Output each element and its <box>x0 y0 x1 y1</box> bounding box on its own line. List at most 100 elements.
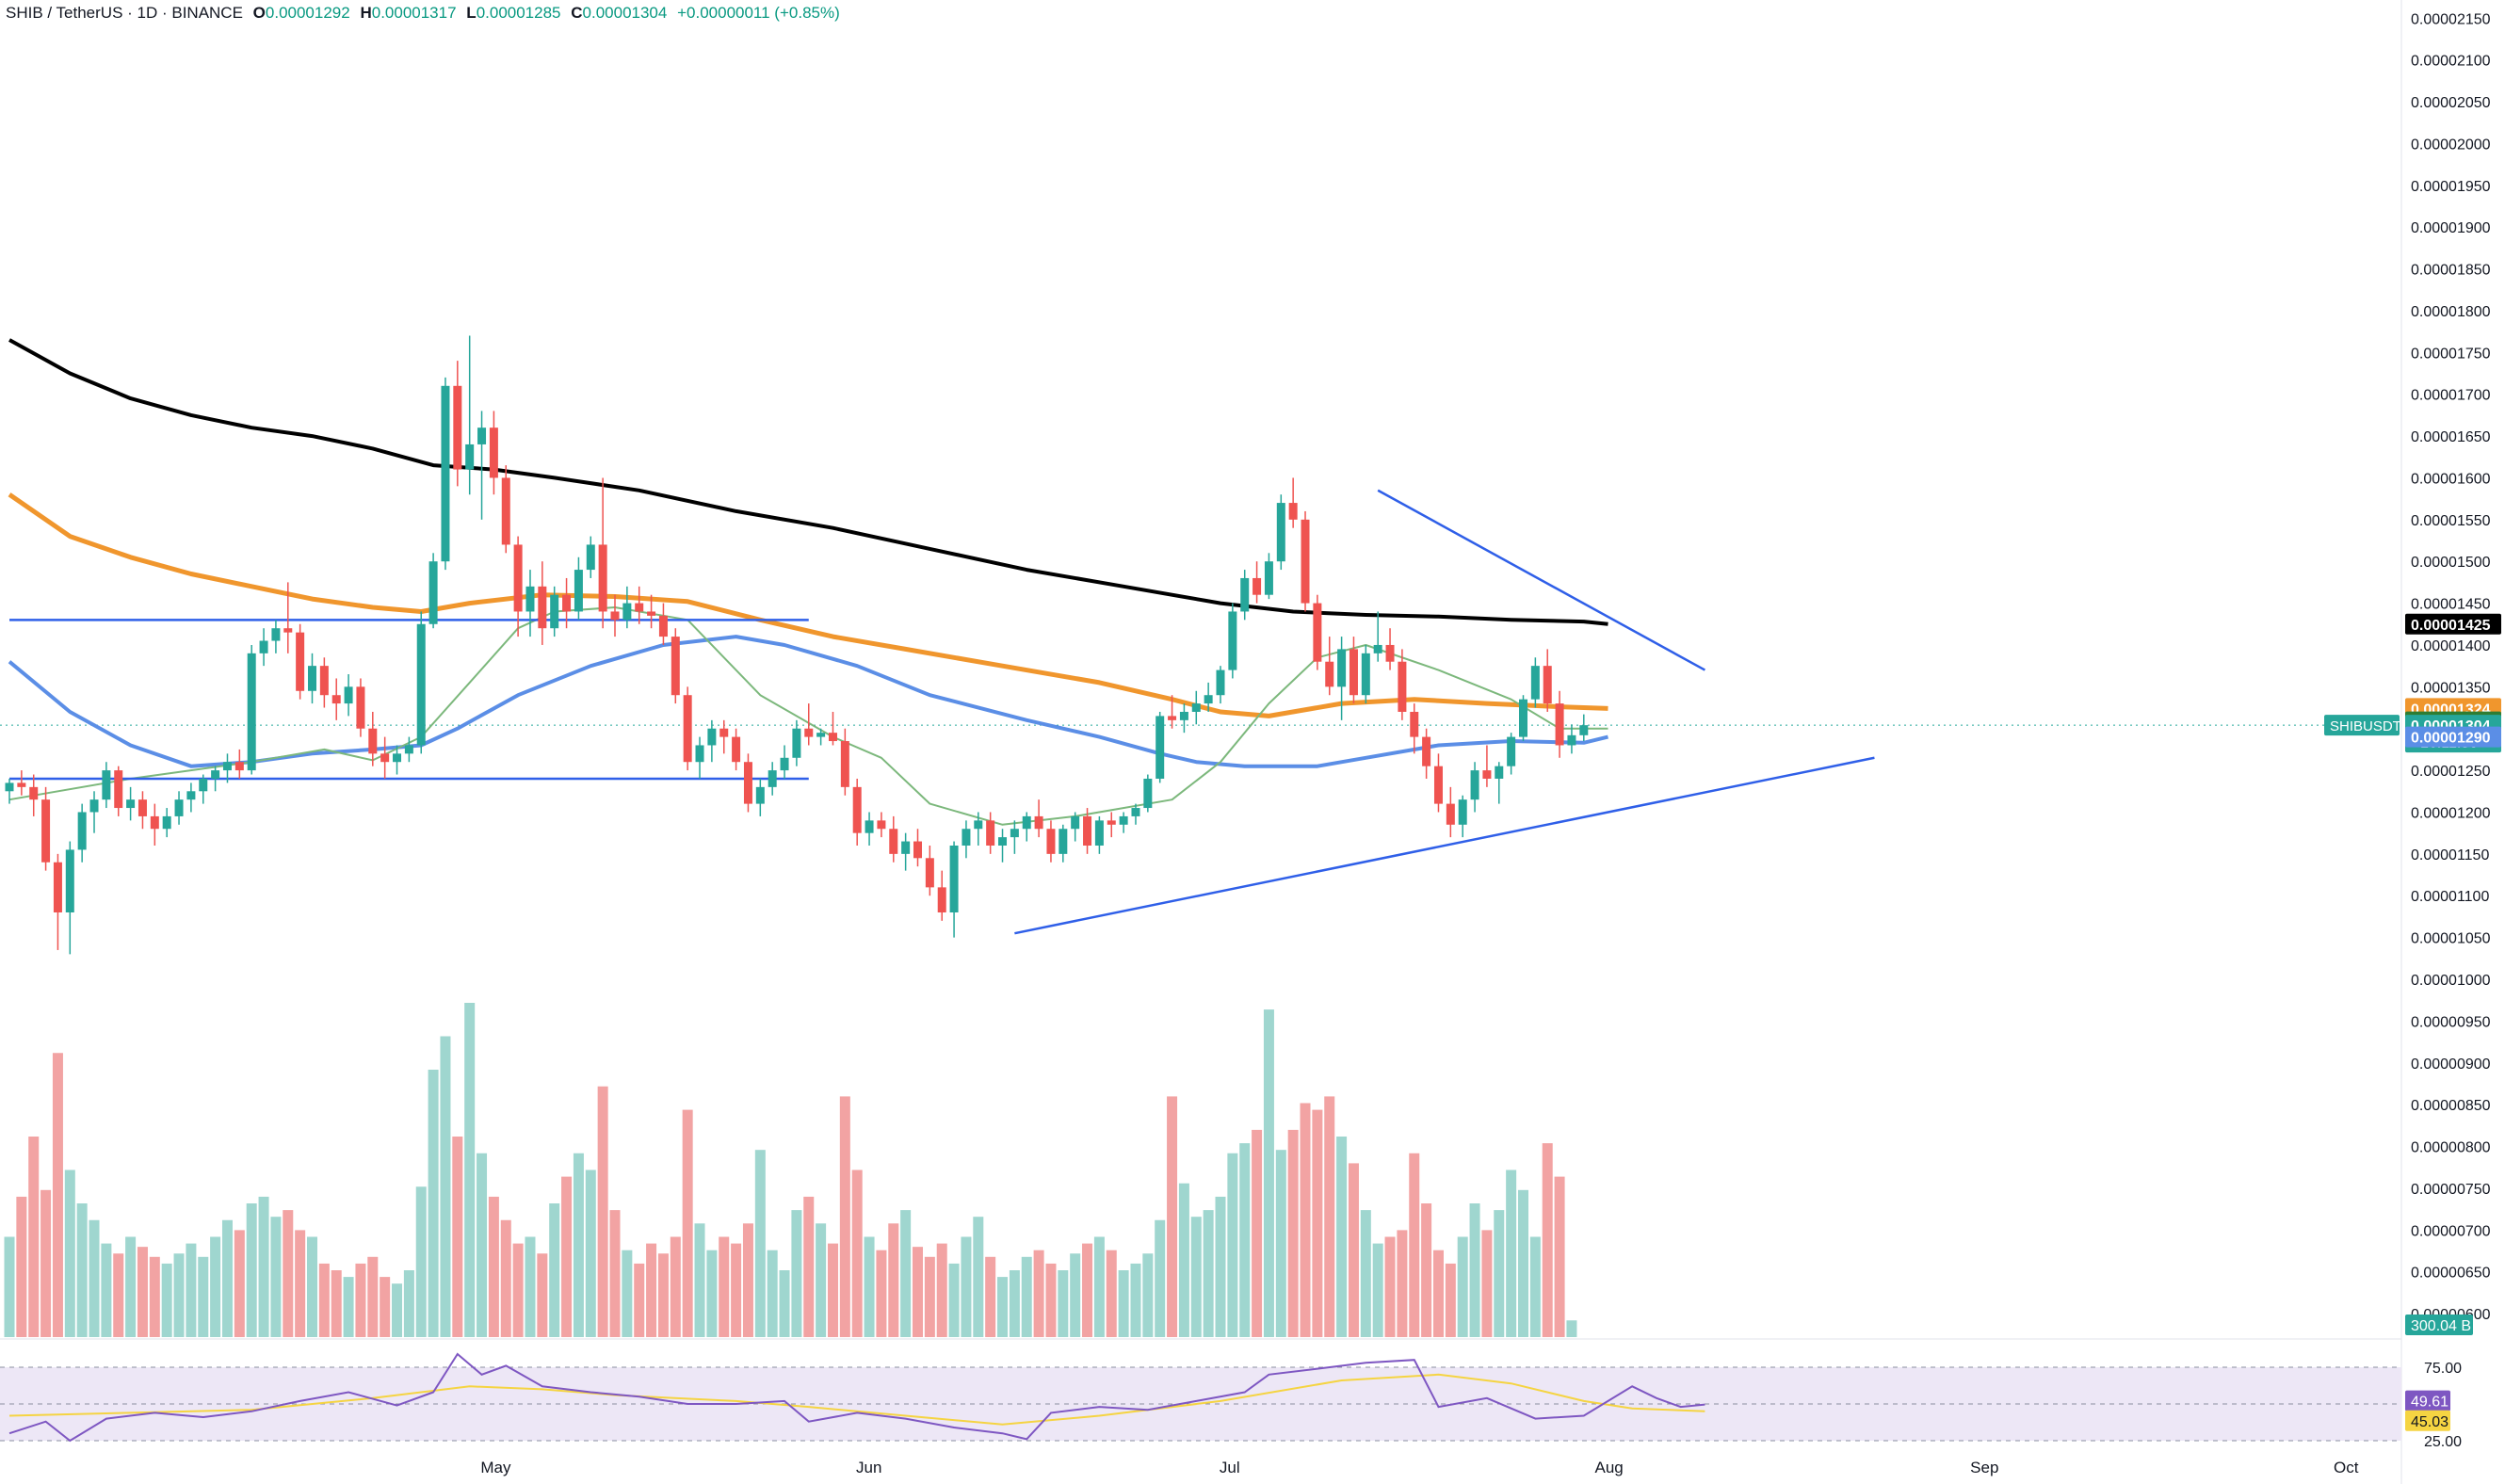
volume-bar <box>985 1256 996 1337</box>
candle-body <box>865 820 874 833</box>
candle-body <box>477 427 487 444</box>
candle-body <box>974 820 983 830</box>
price-tick-label: 0.00001500 <box>2411 555 2491 571</box>
candle-body <box>1094 820 1104 846</box>
candle-body <box>380 753 390 763</box>
candle-body <box>1422 736 1431 766</box>
volume-bar <box>779 1270 790 1337</box>
volume-bar <box>40 1189 52 1337</box>
time-axis[interactable]: May Jun Jul Aug Sep Oct <box>480 1459 2358 1476</box>
volume-bar <box>1227 1153 1238 1337</box>
rsi-value-badge <box>2405 1390 2450 1411</box>
candle-body <box>1276 503 1285 562</box>
rsi-value-label: 45.03 <box>2411 1414 2448 1430</box>
candle-body <box>1228 611 1237 670</box>
price-tick-label: 0.00001800 <box>2411 304 2491 320</box>
volume-bar <box>500 1219 511 1337</box>
volume-bar <box>634 1263 645 1337</box>
volume-bar <box>186 1243 197 1337</box>
volume-bar <box>742 1223 753 1337</box>
candle-body <box>683 695 692 763</box>
candle-body <box>1433 766 1443 804</box>
price-axis[interactable]: 0.00002150 0.00002100 0.00002050 0.00002000… <box>2324 11 2501 1450</box>
volume-bar <box>924 1256 935 1337</box>
candle-body <box>889 829 898 854</box>
candle-body <box>598 544 607 612</box>
volume-bar <box>318 1263 330 1337</box>
candle-body <box>1495 766 1504 779</box>
candle-body <box>816 733 826 737</box>
candle-body <box>1361 653 1370 696</box>
candle-body <box>1083 815 1092 846</box>
volume-bar <box>1045 1263 1057 1337</box>
volume-bar <box>452 1137 463 1337</box>
volume-bar <box>719 1236 730 1337</box>
candle-body <box>1519 699 1527 737</box>
volume-bar <box>622 1250 633 1337</box>
volume-bar <box>936 1243 947 1337</box>
volume-bar <box>1093 1236 1105 1337</box>
price-tick-label: 0.00000700 <box>2411 1223 2491 1239</box>
time-tick-label: Jul <box>1220 1459 1240 1476</box>
symbol-badge <box>2324 715 2400 736</box>
candle-body <box>901 841 911 854</box>
trendlines[interactable] <box>9 489 1875 935</box>
candle-body <box>199 778 208 792</box>
symbol-legend: SHIB / TetherUS · 1D · BINANCE O0.000012… <box>6 4 846 23</box>
candle-body <box>877 820 886 830</box>
price-tick-label: 0.00001850 <box>2411 263 2491 279</box>
candle-body <box>1156 716 1165 779</box>
volume-bar <box>1554 1176 1565 1337</box>
volume-bar <box>355 1263 366 1337</box>
price-tick-label: 0.00001750 <box>2411 346 2491 362</box>
candle-body <box>1458 799 1467 825</box>
volume-bar <box>1421 1203 1432 1337</box>
candle-body <box>428 561 438 624</box>
volume-label-badge <box>2405 1315 2473 1335</box>
ohlc-close: C0.00001304 <box>571 4 668 22</box>
candle-body <box>283 628 293 633</box>
price-tick-label: 0.00001700 <box>2411 388 2491 404</box>
price-tick-label: 0.00000850 <box>2411 1098 2491 1114</box>
volume-bar <box>573 1153 584 1337</box>
volume-bar <box>1566 1320 1577 1337</box>
candle-body <box>222 762 232 771</box>
candle-body <box>416 623 426 746</box>
volume-bar <box>585 1169 596 1337</box>
price-tick-label: 0.00002050 <box>2411 95 2491 111</box>
volume-bar <box>754 1150 766 1337</box>
volume-bar <box>198 1256 209 1337</box>
candle-body <box>1543 666 1552 704</box>
candle-body <box>1191 703 1201 712</box>
symbol-badge-text: SHIBUSDT <box>2330 718 2401 734</box>
ohlc-open: O0.00001292 <box>252 4 350 22</box>
volume-bar <box>609 1210 621 1337</box>
candle-body <box>331 695 341 704</box>
price-tick-label: 0.00001050 <box>2411 931 2491 947</box>
volume-bar <box>125 1236 137 1337</box>
volume-bar <box>1263 1009 1274 1337</box>
candle-body <box>986 820 995 846</box>
candle-body <box>1470 770 1479 800</box>
price-tick-label: 0.00001450 <box>2411 597 2491 613</box>
volume-bar <box>1506 1169 1517 1337</box>
volume-bar <box>803 1196 815 1337</box>
volume-bars <box>4 1003 1577 1337</box>
price-tick-label: 0.00000650 <box>2411 1266 2491 1282</box>
candle-body <box>29 786 39 800</box>
volume-bar <box>961 1236 972 1337</box>
candle-body <box>186 791 196 800</box>
volume-bar <box>537 1253 548 1337</box>
candle-body <box>1579 725 1589 735</box>
volume-bar <box>913 1247 923 1337</box>
volume-bar <box>1324 1096 1335 1337</box>
candle-body <box>344 686 353 704</box>
candle-body <box>1168 716 1177 720</box>
time-tick-label: Aug <box>1595 1459 1624 1476</box>
volume-bar <box>1529 1236 1541 1337</box>
candle-body <box>308 666 316 691</box>
rsi-tick-label: 25.00 <box>2424 1434 2462 1450</box>
candle-body <box>1446 803 1455 825</box>
price-tick-label: 0.00002150 <box>2411 11 2491 27</box>
